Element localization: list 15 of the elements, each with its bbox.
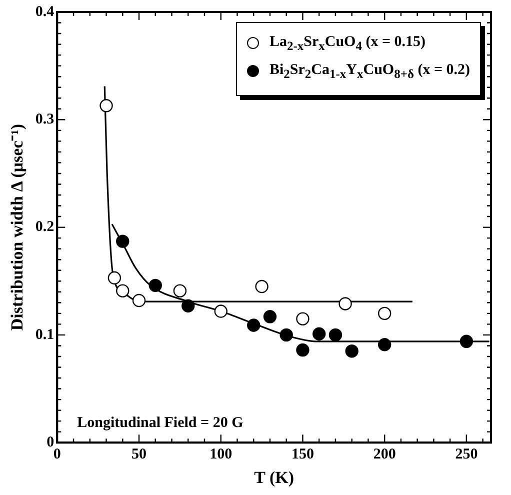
x-tick-label: 150 <box>291 446 314 462</box>
x-tick-label: 100 <box>210 446 232 462</box>
y-tick-label: 0.1 <box>35 326 54 343</box>
y-axis-title: Distribution width Δ (μsec⁻¹) <box>8 124 27 331</box>
x-tick-label: 250 <box>455 446 478 462</box>
x-axis-title: T (K) <box>254 468 294 488</box>
x-tick-label: 200 <box>373 446 396 462</box>
y-tick-label: 0 <box>46 434 54 450</box>
legend-label: La$_{2-x}$Sr$_{x}$CuO$_{4}$ (x = 0.15) <box>269 33 426 55</box>
annotation: Longitudinal Field = 20 G <box>77 414 244 431</box>
y-tick-label: 0.2 <box>35 219 54 236</box>
y-tick-label: 0.4 <box>35 4 55 20</box>
y-tick-label: 0.3 <box>35 112 54 128</box>
x-tick-label: 50 <box>132 446 147 462</box>
text: Bi$_{2}$Sr$_{2}$Ca$_{1-x}$Y$_{x}$CuO$_{8+δ}$ (x = 0.2) <box>269 62 470 81</box>
